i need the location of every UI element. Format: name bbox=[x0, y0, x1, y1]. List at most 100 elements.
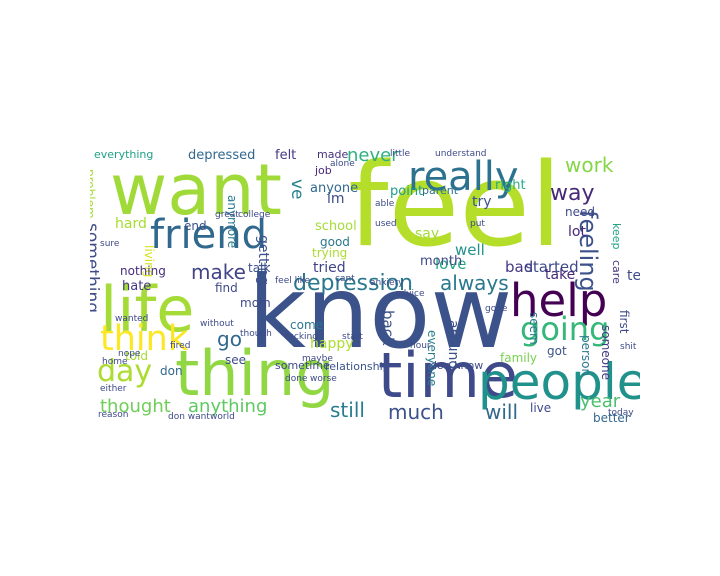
word: used bbox=[375, 219, 397, 229]
word: feel bbox=[348, 145, 562, 273]
word: bad bbox=[505, 258, 534, 276]
word: problem bbox=[90, 169, 97, 219]
word: take bbox=[545, 267, 576, 283]
word: life bbox=[100, 273, 195, 346]
word: month bbox=[420, 254, 463, 269]
word: parent bbox=[422, 184, 459, 197]
word: better bbox=[593, 411, 630, 425]
word: felt bbox=[275, 148, 297, 163]
word-cloud: feel know want thing time people life he… bbox=[90, 145, 640, 427]
word: ve bbox=[287, 179, 307, 200]
word: great bbox=[215, 210, 239, 220]
word: trying bbox=[312, 246, 348, 260]
word: cant bbox=[335, 274, 355, 284]
word: reason bbox=[98, 410, 129, 420]
word: college bbox=[238, 210, 271, 220]
word: feel like bbox=[275, 276, 311, 286]
word: end bbox=[184, 219, 207, 233]
word: anyone bbox=[310, 181, 359, 196]
word: shit bbox=[620, 342, 637, 352]
word: something bbox=[90, 223, 102, 314]
word: nope bbox=[118, 349, 141, 359]
word: try bbox=[472, 194, 492, 210]
word: help bbox=[510, 274, 608, 327]
word: friend bbox=[150, 212, 267, 258]
word: maybe bbox=[302, 354, 333, 364]
word: nothing bbox=[120, 264, 166, 278]
word: got bbox=[547, 344, 567, 358]
word: going bbox=[520, 310, 610, 348]
word: sometime bbox=[275, 359, 330, 372]
word: fired bbox=[170, 341, 191, 351]
word: someone bbox=[599, 325, 613, 380]
word: always bbox=[440, 271, 509, 295]
word: alone bbox=[330, 159, 355, 169]
word: care bbox=[610, 260, 623, 284]
word: right bbox=[495, 178, 526, 193]
word: come bbox=[290, 318, 324, 332]
word: good bbox=[320, 235, 350, 249]
word: anxiety bbox=[370, 278, 404, 288]
word: year bbox=[580, 391, 621, 412]
word: school bbox=[315, 219, 357, 234]
word: lot bbox=[568, 224, 586, 240]
word: anymore bbox=[225, 195, 239, 249]
word: see bbox=[225, 353, 247, 367]
word: started bbox=[525, 258, 579, 276]
word: thing bbox=[175, 337, 335, 410]
word: hate bbox=[122, 279, 152, 294]
word: need bbox=[565, 205, 595, 219]
word: depressed bbox=[188, 148, 256, 163]
word: still bbox=[330, 398, 365, 422]
word: job bbox=[315, 164, 332, 177]
word: person bbox=[579, 335, 593, 377]
word: today bbox=[608, 408, 634, 418]
word: know bbox=[248, 254, 513, 371]
word: gone bbox=[485, 304, 508, 314]
word: will bbox=[485, 400, 519, 424]
word: seem bbox=[527, 312, 541, 345]
word: hard bbox=[115, 216, 147, 232]
word: told bbox=[125, 349, 148, 363]
word: without bbox=[200, 319, 234, 329]
word: fucking bbox=[285, 332, 318, 342]
word: wanted bbox=[115, 314, 149, 324]
word: think bbox=[100, 319, 189, 359]
word: don bbox=[160, 364, 183, 378]
word: people bbox=[478, 353, 640, 411]
word: tried bbox=[313, 260, 346, 276]
word: talk bbox=[248, 261, 271, 275]
word: say bbox=[415, 226, 440, 242]
word: everything bbox=[94, 148, 154, 161]
word: want bbox=[110, 149, 282, 231]
word: work bbox=[565, 153, 614, 177]
word: never bbox=[347, 145, 399, 166]
word: much bbox=[388, 400, 444, 424]
word: put bbox=[470, 219, 485, 229]
word: understand bbox=[435, 149, 487, 159]
word: home bbox=[102, 357, 128, 367]
word: don want bbox=[168, 412, 210, 422]
word: depression bbox=[293, 271, 414, 296]
word: tell bbox=[627, 268, 640, 284]
word: love bbox=[435, 255, 467, 273]
word: hour bbox=[410, 341, 431, 351]
word: really bbox=[408, 154, 519, 200]
word: live bbox=[530, 401, 552, 415]
word: done bbox=[285, 374, 308, 384]
word: start bbox=[342, 332, 363, 342]
word: point bbox=[390, 184, 424, 199]
word: keep bbox=[610, 223, 623, 250]
word: well bbox=[455, 241, 485, 259]
word: world bbox=[210, 412, 235, 422]
word: im bbox=[327, 191, 345, 207]
word: though bbox=[240, 329, 272, 339]
word: make bbox=[191, 260, 246, 284]
word: back bbox=[379, 310, 397, 346]
word: mom bbox=[240, 296, 271, 310]
word: day bbox=[97, 354, 153, 389]
word: thought bbox=[100, 396, 171, 417]
word: made bbox=[317, 148, 349, 161]
word: able bbox=[375, 199, 395, 209]
word: go bbox=[217, 327, 242, 351]
